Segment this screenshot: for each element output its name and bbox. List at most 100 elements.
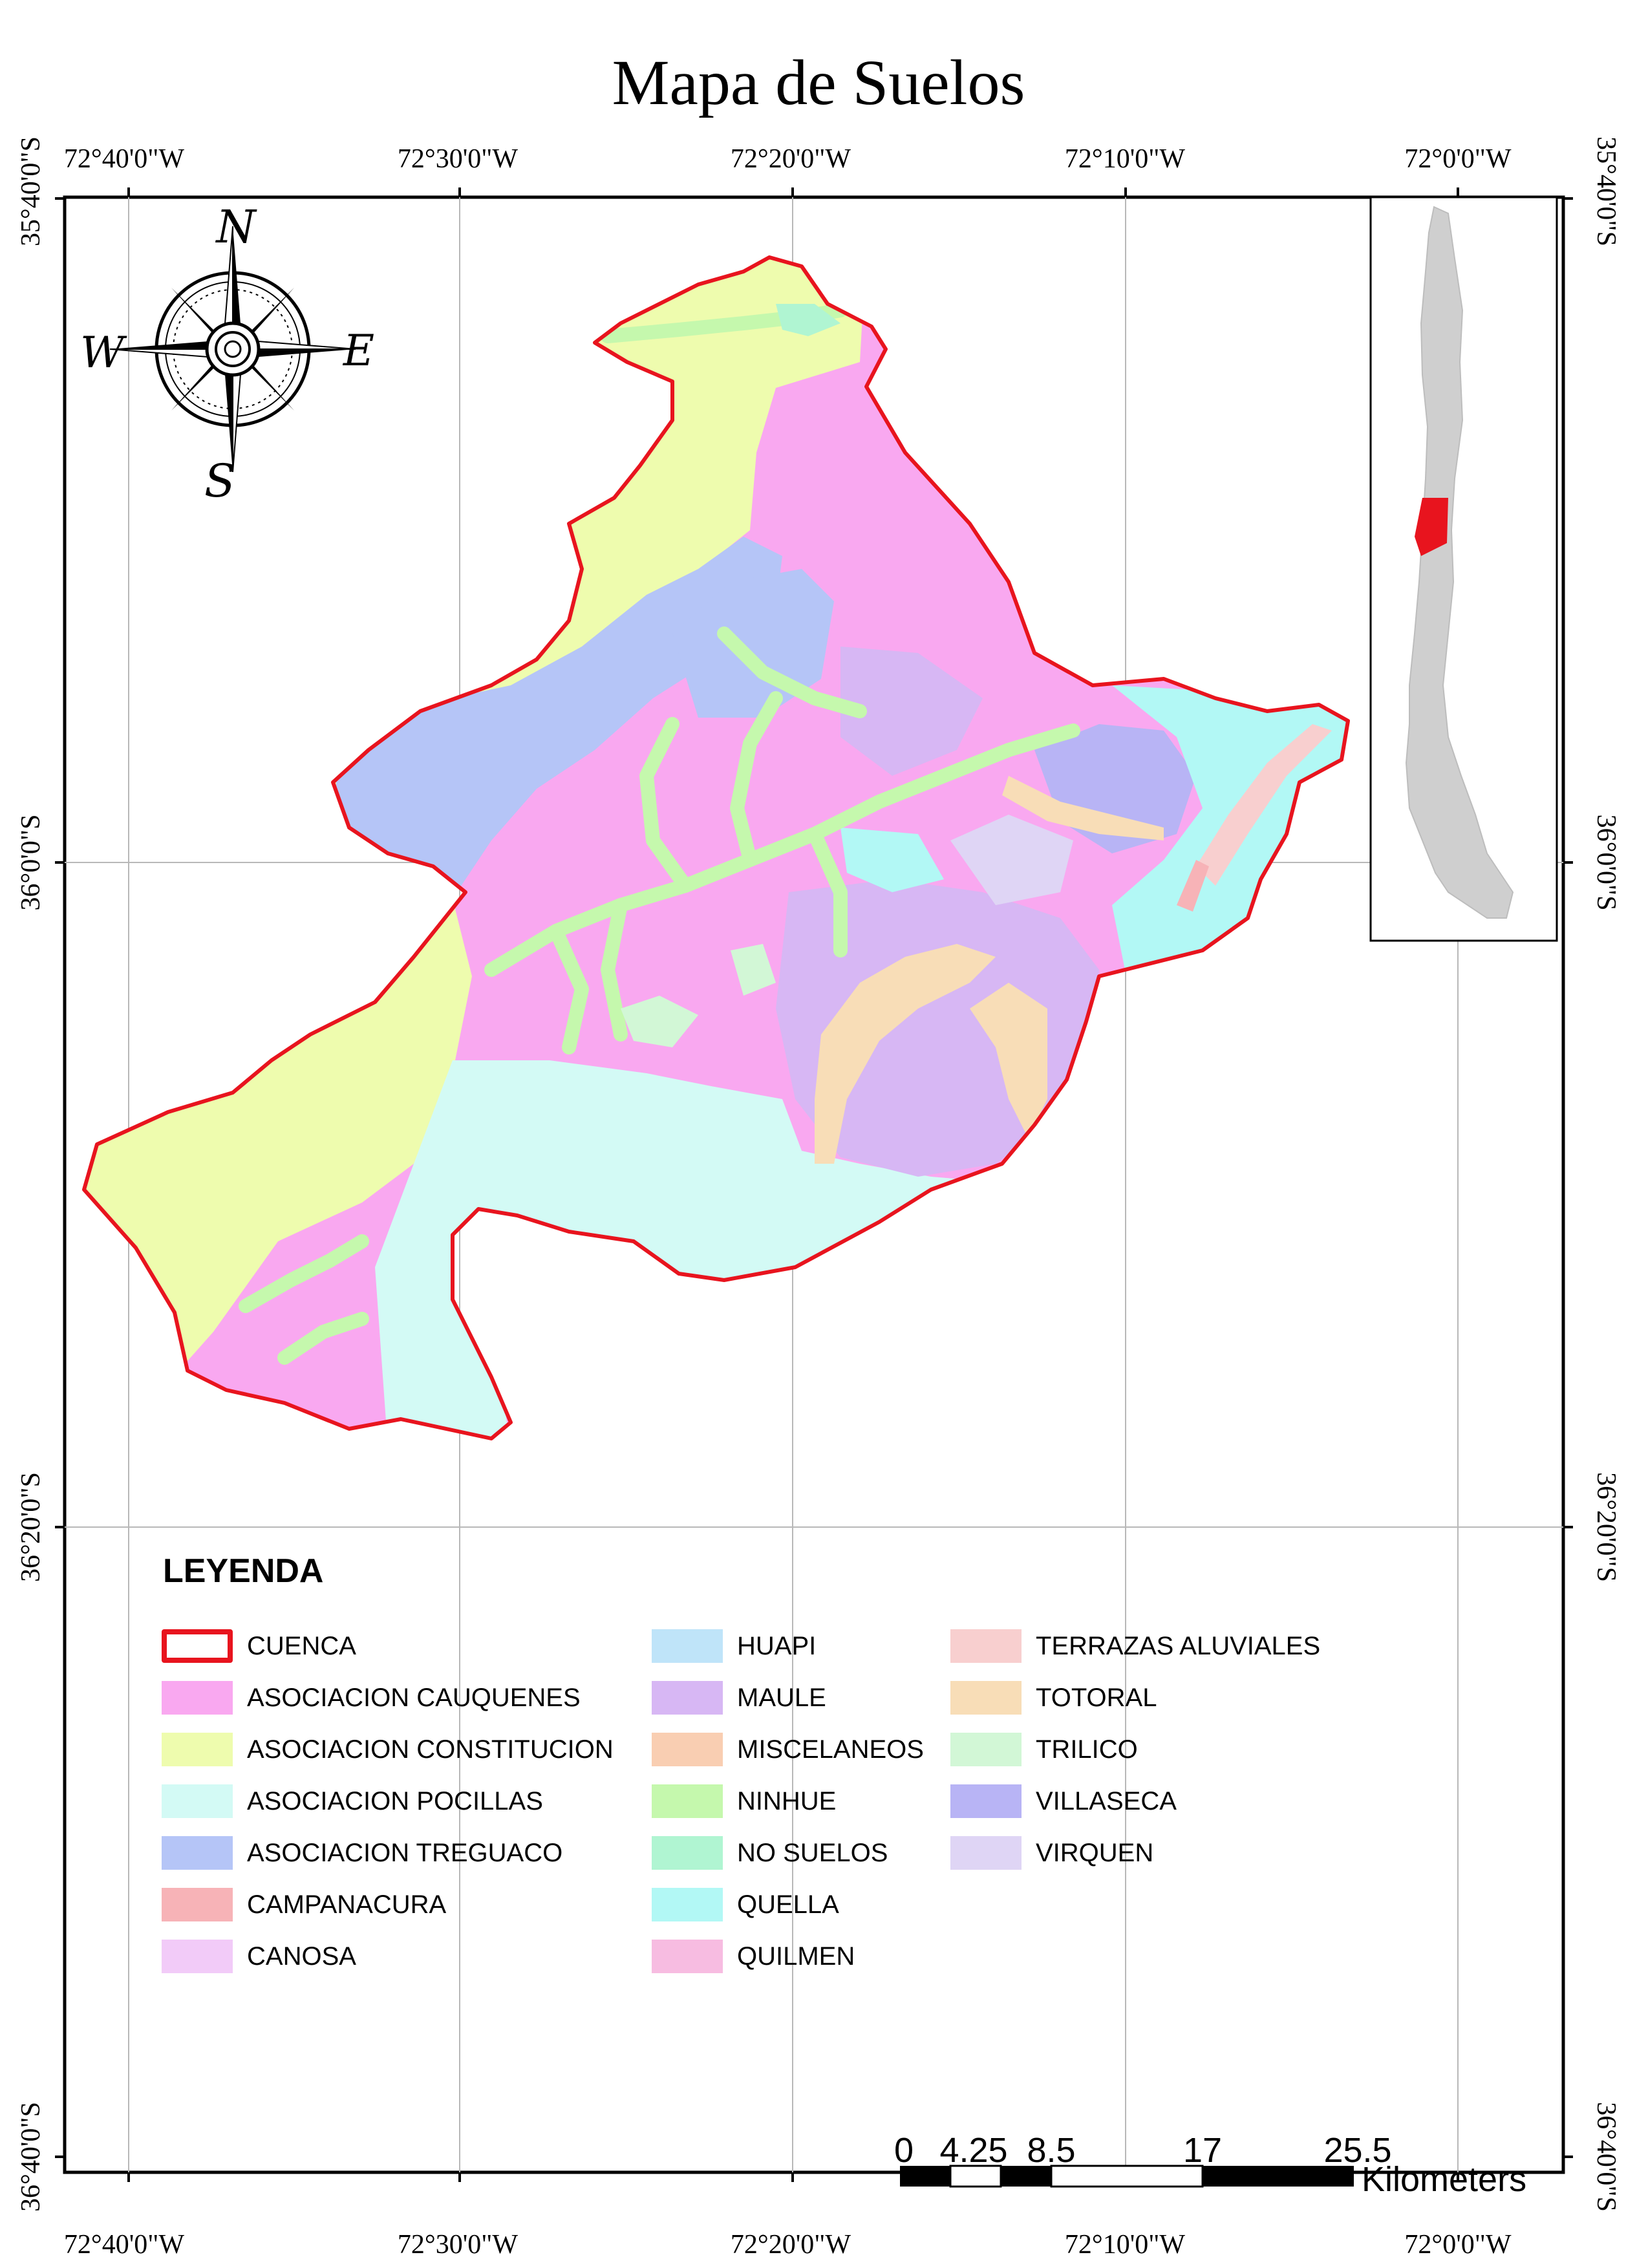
legend-label: NO SUELOS	[737, 1838, 888, 1867]
legend-item: VIRQUEN	[950, 1836, 1153, 1870]
legend-label: MAULE	[737, 1683, 826, 1712]
legend-label: ASOCIACION CONSTITUCION	[247, 1735, 614, 1764]
compass-n-label: N	[215, 200, 257, 253]
soil-totoral	[970, 983, 1047, 1138]
legend-swatch	[652, 1733, 723, 1766]
legend-item: HUAPI	[652, 1629, 816, 1663]
scale-bar	[900, 2165, 1354, 2188]
legend-item: VILLASECA	[950, 1784, 1177, 1818]
legend-item: TRILICO	[950, 1733, 1138, 1766]
compass-e-label: E	[343, 326, 374, 376]
scale-unit: Kilometers	[1362, 2160, 1527, 2199]
lon-tick-top: 72°40'0"W	[63, 144, 185, 174]
legend-label: VILLASECA	[1036, 1786, 1177, 1815]
legend-label: NINHUE	[737, 1786, 837, 1815]
legend-label: ASOCIACION POCILLAS	[247, 1786, 543, 1815]
legend-label: TOTORAL	[1036, 1683, 1157, 1712]
legend-item: QUELLA	[652, 1888, 839, 1921]
compass-rose	[109, 226, 356, 473]
legend-swatch	[162, 1733, 233, 1766]
legend-item: TOTORAL	[950, 1681, 1157, 1715]
legend-label: VIRQUEN	[1036, 1838, 1154, 1867]
legend-item: ASOCIACION POCILLAS	[162, 1784, 543, 1818]
lon-tick-bottom: 72°0'0"W	[1404, 2230, 1512, 2260]
legend-item: MAULE	[652, 1681, 826, 1715]
soil-terrazas	[1196, 724, 1332, 886]
legend-label: MISCELANEOS	[737, 1735, 924, 1764]
legend-label: TERRAZAS ALUVIALES	[1036, 1631, 1321, 1660]
legend-label: HUAPI	[737, 1631, 817, 1660]
legend-label: QUELLA	[737, 1890, 839, 1919]
legend-swatch	[652, 1836, 723, 1870]
scale-label: 4.25	[939, 2131, 1008, 2170]
soil-totoral	[1002, 776, 1164, 840]
legend-swatch	[652, 1888, 723, 1921]
compass-w-label: W	[80, 328, 127, 378]
legend-swatch	[950, 1681, 1022, 1715]
lon-tick-bottom: 72°40'0"W	[63, 2230, 185, 2260]
soil-pocillas	[375, 1060, 1009, 1439]
soil-trilico	[621, 996, 698, 1047]
legend-swatch	[652, 1629, 723, 1663]
lon-tick-bottom: 72°10'0"W	[1064, 2230, 1186, 2260]
graticule-ticks	[55, 187, 1573, 2182]
legend-swatch	[162, 1629, 233, 1663]
lon-tick-top: 72°0'0"W	[1404, 144, 1512, 174]
legend-swatch	[162, 1940, 233, 1973]
lon-tick-top: 72°10'0"W	[1064, 144, 1186, 174]
lon-tick-bottom: 72°20'0"W	[730, 2230, 851, 2260]
legend-swatch	[162, 1888, 233, 1921]
lon-tick-top: 72°20'0"W	[730, 144, 851, 174]
legend-label: QUILMEN	[737, 1942, 855, 1971]
basin-boundary	[82, 255, 1350, 1440]
legend-item: NINHUE	[652, 1784, 836, 1818]
legend-swatch	[950, 1733, 1022, 1766]
map-title: Mapa de Suelos	[612, 47, 1025, 118]
legend-item: ASOCIACION CAUQUENES	[162, 1681, 581, 1715]
legend-label: TRILICO	[1036, 1735, 1138, 1764]
legend-swatch	[162, 1836, 233, 1870]
soil-no-suelos	[776, 304, 840, 336]
soil-trilico	[731, 944, 776, 996]
legend-swatch	[950, 1629, 1022, 1663]
soil-quella	[840, 828, 944, 892]
legend-swatch	[162, 1681, 233, 1715]
soil-maule	[840, 647, 983, 776]
legend-item: CUENCA	[162, 1629, 356, 1663]
legend-item: ASOCIACION TREGUACO	[162, 1836, 562, 1870]
inset-country-shape	[1405, 206, 1514, 919]
legend-title: LEYENDA	[163, 1552, 324, 1590]
legend-swatch	[652, 1784, 723, 1818]
legend-item: CANOSA	[162, 1940, 356, 1973]
legend-swatch	[652, 1681, 723, 1715]
legend-swatch	[950, 1784, 1022, 1818]
scale-label: 8.5	[1027, 2131, 1076, 2170]
compass-s-label: S	[204, 455, 235, 508]
legend-label: ASOCIACION CAUQUENES	[247, 1683, 581, 1712]
legend-item: CAMPANACURA	[162, 1888, 446, 1921]
legend-label: CUENCA	[247, 1631, 356, 1660]
soil-ninhue	[239, 303, 1080, 1365]
legend-label: CAMPANACURA	[247, 1890, 447, 1919]
scale-label: 0	[893, 2131, 914, 2170]
legend-item: MISCELANEOS	[652, 1733, 924, 1766]
legend-label: ASOCIACION TREGUACO	[247, 1838, 563, 1867]
legend-item: QUILMEN	[652, 1940, 855, 1973]
legend-swatch	[950, 1836, 1022, 1870]
legend-swatch	[162, 1784, 233, 1818]
soil-campanacura	[1177, 860, 1209, 912]
inset-highlight	[1415, 498, 1448, 556]
soil-totoral	[815, 944, 996, 1164]
soil-virquen	[950, 815, 1073, 905]
lon-tick-bottom: 72°30'0"W	[397, 2230, 519, 2260]
soil-treguaco	[336, 537, 782, 899]
legend-item: NO SUELOS	[652, 1836, 888, 1870]
lon-tick-top: 72°30'0"W	[397, 144, 519, 174]
legend-swatch	[652, 1940, 723, 1973]
scale-label: 25.5	[1323, 2131, 1392, 2170]
scale-label: 17	[1182, 2131, 1223, 2170]
legend-item: ASOCIACION CONSTITUCION	[162, 1733, 614, 1766]
legend-item: TERRAZAS ALUVIALES	[950, 1629, 1320, 1663]
legend-label: CANOSA	[247, 1942, 356, 1971]
